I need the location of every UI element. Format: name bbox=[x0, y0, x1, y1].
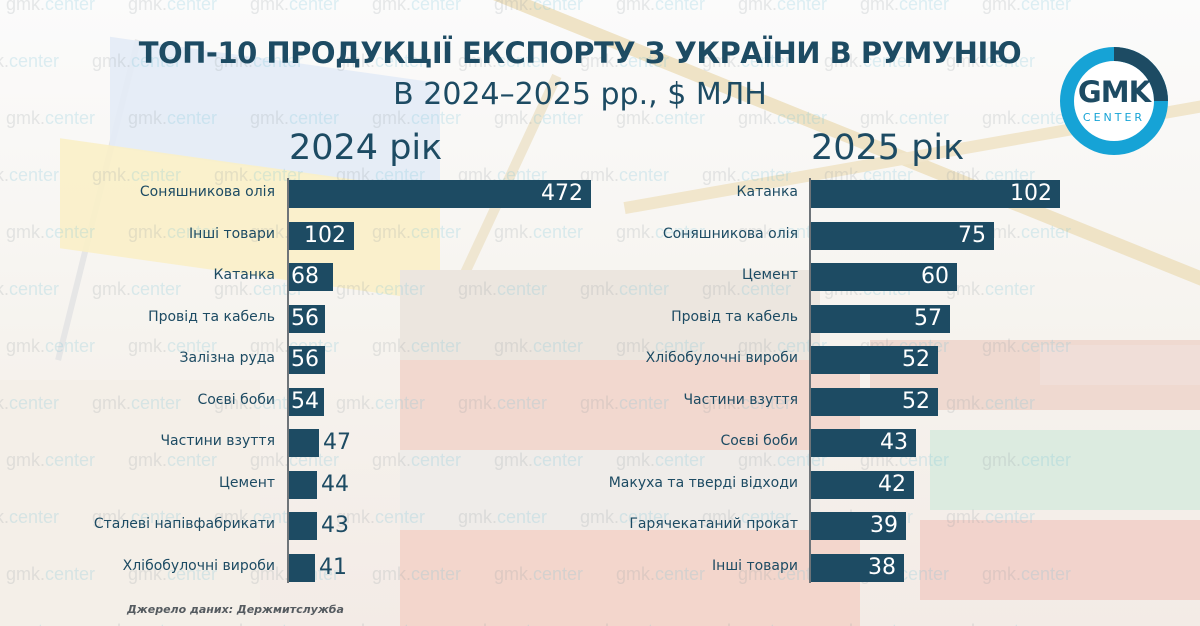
bar: 102 bbox=[289, 221, 354, 250]
container-stack bbox=[920, 520, 1200, 600]
value-label: 47 bbox=[323, 430, 351, 455]
bar-row: Інші товари 38 bbox=[0, 553, 1200, 582]
category-label: Катанка bbox=[213, 267, 275, 283]
value-label: 52 bbox=[902, 347, 930, 372]
bar: 42 bbox=[811, 470, 914, 499]
bar: 56 bbox=[289, 304, 325, 333]
bar bbox=[289, 512, 317, 540]
category-label: Соняшникова олія bbox=[662, 225, 798, 242]
value-label: 68 bbox=[291, 264, 319, 289]
bar: 60 bbox=[811, 263, 957, 291]
bar: 52 bbox=[811, 387, 938, 416]
category-label: Цемент bbox=[219, 474, 275, 491]
logo-ring-icon bbox=[1060, 47, 1168, 155]
bar-row: Макуха та тверді відходи 42 bbox=[0, 470, 1200, 499]
bar: 102 bbox=[811, 180, 1060, 208]
category-label: Частини взуття bbox=[160, 433, 275, 449]
bar: 56 bbox=[289, 346, 325, 374]
background-structure bbox=[0, 380, 260, 626]
bar-row: Соєві боби 54 bbox=[0, 387, 1200, 416]
bar-row: Хлібобулочні вироби 52 bbox=[0, 346, 1200, 374]
value-label: 43 bbox=[321, 513, 349, 538]
value-label: 102 bbox=[1010, 181, 1052, 206]
category-label: Соняшникова олія bbox=[139, 184, 275, 200]
bar-row: Хлібобулочні вироби 41 bbox=[0, 553, 1200, 582]
bar: 75 bbox=[811, 221, 994, 250]
category-label: Соєві боби bbox=[720, 433, 798, 449]
logo-sub-text: CENTER bbox=[1082, 111, 1146, 124]
category-label: Інші товари bbox=[189, 225, 275, 242]
bar: 57 bbox=[811, 304, 950, 333]
bar-row: Залізна руда 56 bbox=[0, 346, 1200, 374]
value-label: 43 bbox=[880, 430, 908, 455]
bar: 43 bbox=[811, 429, 916, 457]
value-label: 54 bbox=[291, 388, 319, 414]
container-stack bbox=[400, 360, 860, 450]
value-label: 44 bbox=[321, 471, 349, 497]
value-label: 56 bbox=[291, 347, 319, 372]
bar-row: Соняшникова олія 472 bbox=[0, 180, 1200, 208]
bar: 54 bbox=[289, 387, 324, 416]
y-axis-line bbox=[287, 178, 289, 583]
bar-row: Частини взуття 52 bbox=[0, 387, 1200, 416]
container-stack bbox=[400, 450, 820, 530]
value-label: 472 bbox=[541, 181, 583, 206]
bar: 38 bbox=[811, 553, 904, 582]
chart-2025-title: 2025 рік bbox=[811, 128, 965, 168]
value-label: 56 bbox=[291, 305, 319, 331]
data-source-note: Джерело даних: Держмитслужба bbox=[127, 603, 344, 616]
chart-title: ТОП-10 ПРОДУКЦІЇ ЕКСПОРТУ З УКРАЇНИ В РУ… bbox=[138, 36, 1022, 70]
bar-row: Катанка 68 bbox=[0, 263, 1200, 291]
gmk-center-logo: GMK CENTER bbox=[1058, 45, 1170, 157]
value-label: 38 bbox=[868, 554, 896, 580]
category-label: Макуха та тверді відходи bbox=[608, 474, 798, 491]
value-label: 102 bbox=[304, 222, 346, 248]
bar-row: Цемент 60 bbox=[0, 263, 1200, 291]
value-label: 60 bbox=[921, 264, 949, 289]
bar-row: Соєві боби 43 bbox=[0, 429, 1200, 457]
category-label: Хлібобулочні вироби bbox=[122, 557, 275, 574]
value-label: 52 bbox=[902, 388, 930, 414]
value-label: 75 bbox=[958, 222, 986, 248]
y-axis-line bbox=[809, 178, 811, 583]
bar: 472 bbox=[289, 180, 591, 208]
bar: 39 bbox=[811, 512, 906, 540]
bar-row: Катанка 102 bbox=[0, 180, 1200, 208]
bar-row: Частини взуття 47 bbox=[0, 429, 1200, 457]
category-label: Сталеві напівфабрикати bbox=[93, 516, 275, 532]
category-label: Соєві боби bbox=[197, 391, 275, 408]
value-label: 57 bbox=[914, 305, 942, 331]
container-stack bbox=[400, 530, 860, 626]
bar-row: Провід та кабель 56 bbox=[0, 304, 1200, 333]
container-stack bbox=[1040, 345, 1200, 385]
category-label: Цемент bbox=[742, 267, 798, 283]
bar: 68 bbox=[289, 263, 333, 291]
category-label: Провід та кабель bbox=[148, 308, 275, 325]
value-label: 42 bbox=[878, 471, 906, 497]
category-label: Інші товари bbox=[712, 557, 798, 574]
container-stack bbox=[930, 430, 1200, 510]
bar bbox=[289, 470, 317, 499]
category-label: Залізна руда bbox=[179, 350, 275, 366]
value-label: 41 bbox=[319, 554, 347, 580]
category-label: Провід та кабель bbox=[671, 308, 798, 325]
bar-row: Сталеві напівфабрикати 43 bbox=[0, 512, 1200, 540]
bar-row: Інші товари 102 bbox=[0, 221, 1200, 250]
value-label: 39 bbox=[870, 513, 898, 538]
container-stack bbox=[400, 270, 820, 360]
bar-row: Гарячекатаний прокат 39 bbox=[0, 512, 1200, 540]
bar-row: Цемент 44 bbox=[0, 470, 1200, 499]
category-label: Хлібобулочні вироби bbox=[645, 350, 798, 366]
bar: 52 bbox=[811, 346, 938, 374]
bar bbox=[289, 553, 315, 582]
bar-row: Соняшникова олія 75 bbox=[0, 221, 1200, 250]
category-label: Катанка bbox=[736, 184, 798, 200]
logo-main-text: GMK bbox=[1077, 75, 1151, 109]
chart-2024-title: 2024 рік bbox=[289, 128, 443, 168]
category-label: Гарячекатаний прокат bbox=[629, 516, 798, 532]
category-label: Частини взуття bbox=[683, 391, 798, 408]
bar-row: Провід та кабель 57 bbox=[0, 304, 1200, 333]
chart-subtitle: В 2024–2025 рр., $ МЛН bbox=[393, 77, 767, 112]
bar bbox=[289, 429, 319, 457]
